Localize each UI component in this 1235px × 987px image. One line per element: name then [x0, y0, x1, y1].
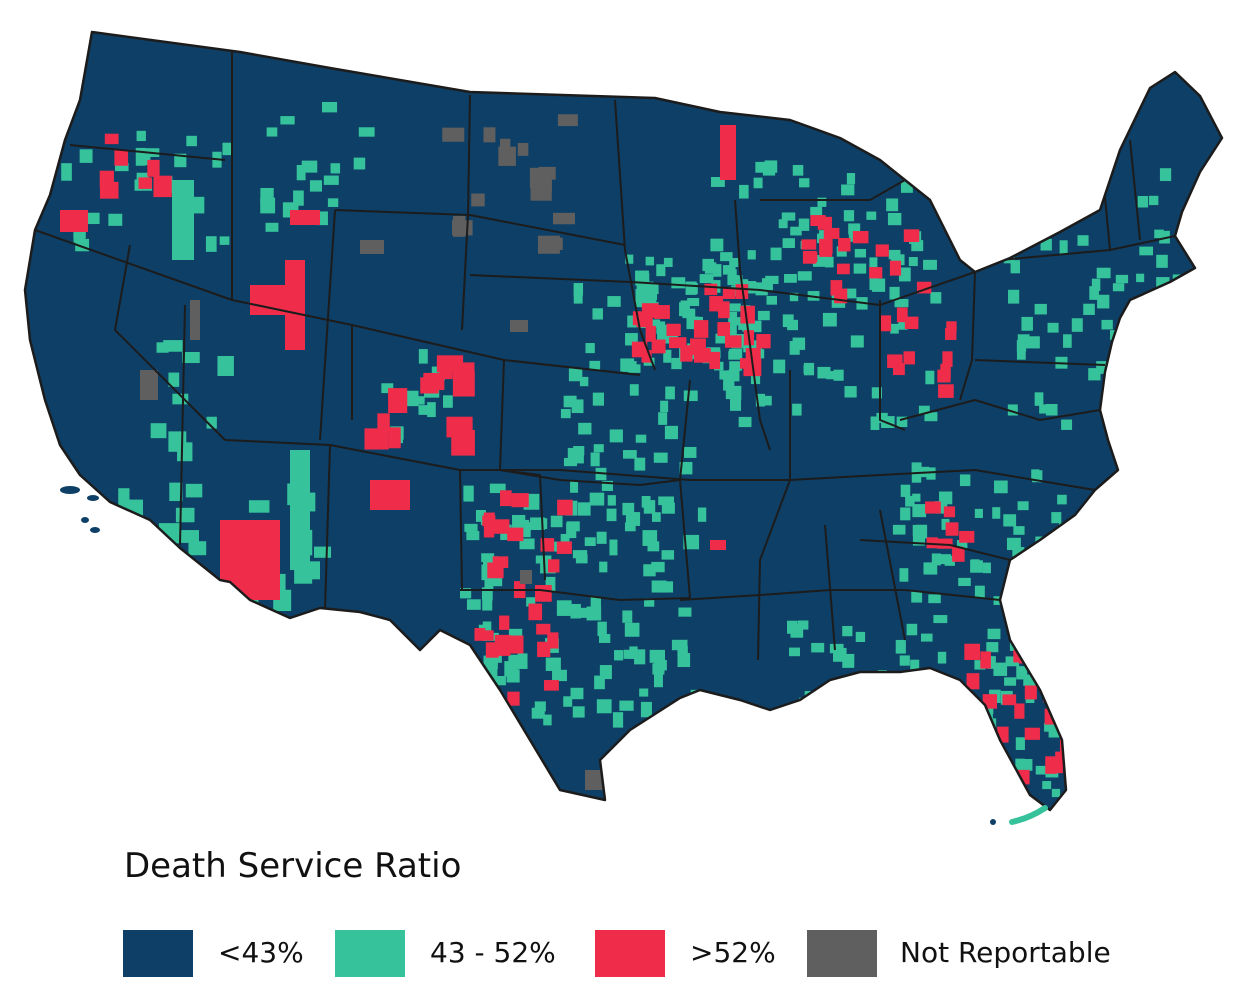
legend-swatch-43-52 — [335, 930, 405, 977]
us-outline — [23, 30, 1224, 812]
legend-label-not-reportable: Not Reportable — [900, 936, 1111, 969]
legend-label-43-52: 43 - 52% — [430, 936, 556, 969]
legend-swatch-below-43 — [123, 930, 193, 977]
legend-title: Death Service Ratio — [124, 846, 462, 886]
florida-keys — [990, 805, 1048, 825]
legend-swatch-above-52 — [595, 930, 665, 977]
channel-islands — [60, 486, 100, 533]
us-county-choropleth-map — [23, 30, 1224, 825]
legend: <43% 43 - 52% >52% Not Reportable — [0, 930, 1235, 980]
legend-swatch-not-reportable — [807, 930, 877, 977]
legend-label-above-52: >52% — [690, 936, 776, 969]
legend-label-below-43: <43% — [218, 936, 304, 969]
